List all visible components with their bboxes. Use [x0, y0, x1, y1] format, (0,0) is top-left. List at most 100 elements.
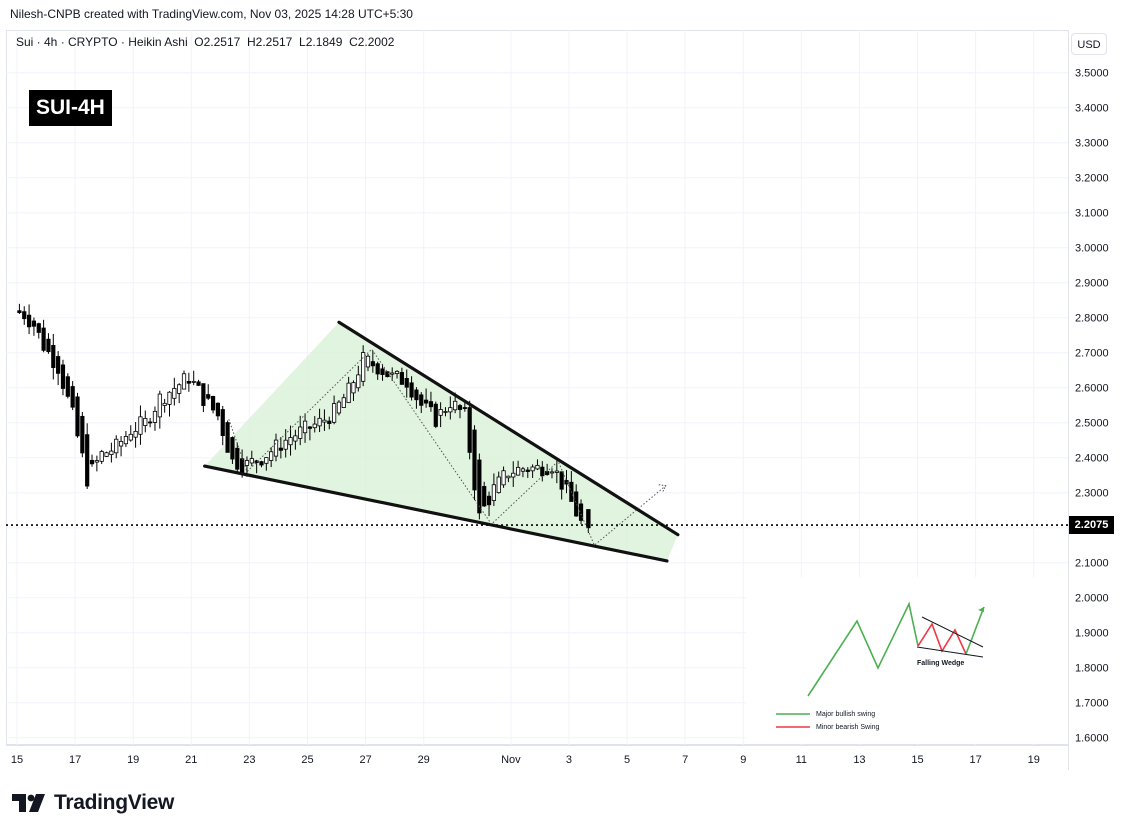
candle	[457, 403, 463, 419]
price-tick-label: 3.4000	[1075, 103, 1109, 115]
candle	[17, 303, 22, 315]
pattern-inset: Falling Wedge Major bullish swing Minor …	[746, 577, 1068, 744]
candle	[94, 455, 99, 472]
candle	[554, 459, 559, 484]
inset-wedge-lower	[916, 646, 984, 658]
candle	[206, 384, 211, 401]
candle	[230, 436, 235, 464]
candle	[564, 470, 569, 494]
candle	[89, 454, 95, 467]
candle	[264, 457, 269, 471]
tradingview-logo-text: TradingView	[54, 791, 175, 814]
candle	[399, 367, 404, 385]
time-tick-label: 27	[359, 754, 371, 766]
candle	[56, 351, 61, 386]
candle	[433, 401, 438, 429]
candle	[162, 398, 167, 413]
inset-background	[746, 577, 1068, 744]
chart-credit: Nilesh-CNPB created with TradingView.com…	[10, 7, 413, 21]
time-tick-label: 17	[69, 754, 81, 766]
price-tick-label: 2.7000	[1075, 348, 1109, 360]
candle	[312, 416, 317, 433]
symbol-ohlc-legend[interactable]: Sui · 4h · CRYPTO · Heikin Ashi O2.2517 …	[16, 35, 395, 49]
price-tick-label: 1.7000	[1075, 698, 1109, 710]
candle	[191, 370, 196, 386]
candle	[486, 491, 492, 517]
candle	[26, 304, 32, 335]
price-tick-label: 3.1000	[1075, 208, 1109, 220]
time-tick-label: 29	[418, 754, 430, 766]
time-tick-label: 15	[11, 754, 23, 766]
candle	[172, 377, 177, 406]
candle	[332, 395, 337, 425]
candle	[41, 319, 46, 353]
candle	[423, 388, 429, 408]
candle	[530, 464, 535, 478]
candle	[22, 306, 27, 325]
candle	[549, 468, 555, 479]
candle	[506, 475, 511, 483]
candle	[225, 420, 230, 453]
price-tick-label: 2.3000	[1075, 488, 1109, 500]
candle	[365, 354, 371, 372]
candle	[438, 402, 443, 428]
time-tick-label: 23	[243, 754, 255, 766]
candle	[75, 392, 80, 438]
tradingview-logo-icon	[12, 794, 45, 812]
candle	[133, 421, 138, 448]
time-tick-label: 17	[970, 754, 982, 766]
candle	[201, 383, 206, 413]
candle	[370, 350, 375, 373]
candle	[419, 392, 424, 414]
projection-arrow-icon	[658, 484, 667, 492]
candle	[394, 370, 400, 379]
time-tick-label: 15	[911, 754, 923, 766]
breakout-arrow-icon	[978, 607, 984, 612]
candle	[293, 429, 298, 450]
candle	[152, 406, 158, 431]
candle	[482, 481, 487, 508]
candle	[515, 460, 521, 476]
candle	[278, 437, 283, 459]
price-tick-label: 3.3000	[1075, 138, 1109, 150]
candle	[322, 409, 327, 431]
candle	[123, 431, 129, 447]
price-tick-label: 2.9000	[1075, 278, 1109, 290]
candle	[210, 395, 216, 414]
time-tick-label: 9	[740, 754, 746, 766]
breakout-swing-line	[965, 606, 985, 655]
candle	[535, 459, 540, 471]
price-axis: 3.5000 3.4000 3.3000 3.2000 3.1000 3.0000 2.90…	[1075, 68, 1109, 745]
time-tick-label: 3	[566, 754, 572, 766]
candle	[341, 393, 346, 408]
candle	[448, 396, 453, 420]
price-tick-label: 3.5000	[1075, 68, 1109, 80]
wedge-upper-trendline[interactable]	[337, 320, 680, 537]
candle	[525, 467, 530, 478]
projection-path[interactable]	[228, 348, 667, 547]
time-tick-label: 25	[301, 754, 313, 766]
candle	[472, 425, 477, 501]
wedge-lower-trendline[interactable]	[203, 464, 669, 563]
candle	[85, 423, 90, 489]
candle	[298, 415, 303, 446]
candle	[109, 442, 114, 463]
candle	[99, 449, 104, 465]
candle	[356, 365, 361, 392]
candle	[375, 361, 380, 380]
price-tick-label: 3.0000	[1075, 243, 1109, 255]
price-tick-label: 1.6000	[1075, 733, 1109, 745]
candle	[491, 473, 496, 507]
candle	[327, 416, 332, 430]
candle	[578, 499, 584, 525]
candle	[254, 459, 259, 474]
currency-button[interactable]: USD	[1071, 33, 1107, 55]
time-tick-label: 7	[682, 754, 688, 766]
candle	[317, 408, 322, 433]
tradingview-logo[interactable]: TradingView	[12, 790, 174, 816]
time-axis: 15 17 19 21 23 25 27 29 Nov 3 5 7 9 11 13 15 17 19	[11, 754, 1040, 766]
major-bullish-swing-line	[807, 601, 919, 697]
legend-major-label: Major bullish swing	[816, 711, 875, 718]
inset-pattern-label: Falling Wedge	[917, 660, 964, 667]
